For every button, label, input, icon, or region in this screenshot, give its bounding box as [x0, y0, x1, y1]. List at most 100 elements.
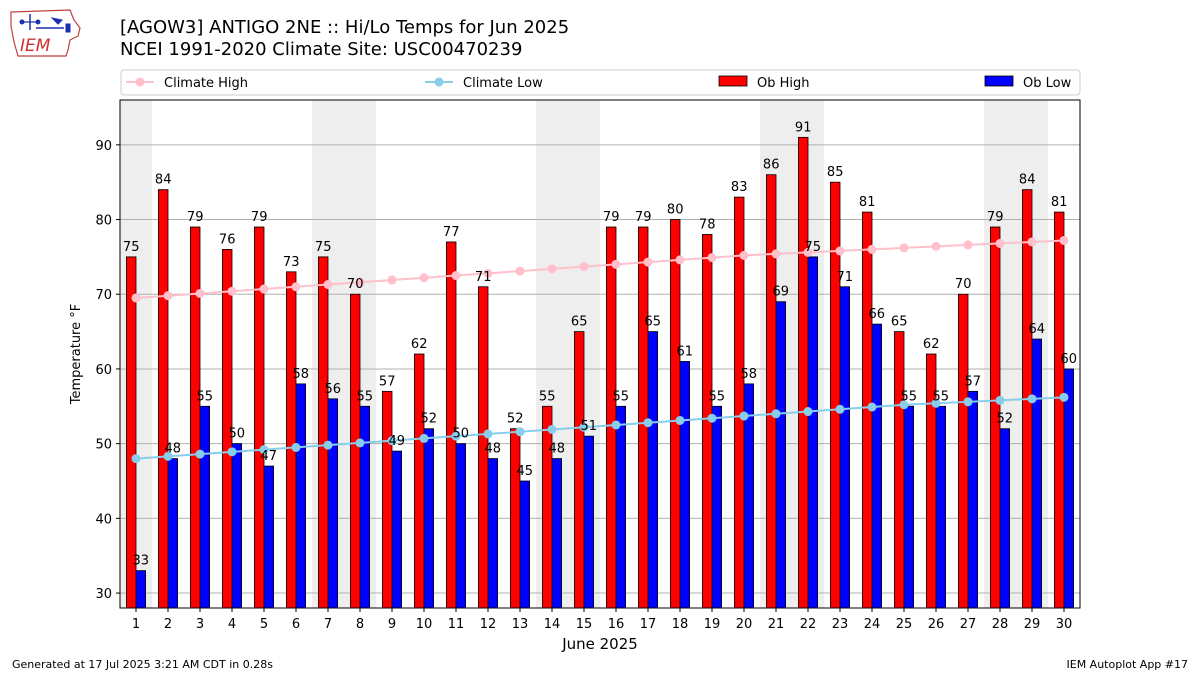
data-label-ob-low: 45 — [517, 464, 534, 479]
bar-ob-low — [359, 405, 371, 609]
point-climate-high — [899, 243, 909, 253]
bar-ob-high — [317, 256, 329, 609]
data-label-ob-high: 79 — [251, 210, 268, 225]
point-climate-low — [451, 431, 461, 441]
point-climate-high — [995, 238, 1005, 248]
point-climate-high — [675, 255, 685, 265]
data-label-ob-low: 48 — [549, 442, 566, 457]
x-tick-label: 7 — [324, 617, 332, 632]
data-label-ob-high: 73 — [283, 255, 300, 270]
point-climate-low — [1027, 394, 1037, 404]
point-climate-high — [259, 284, 269, 294]
data-label-ob-low: 58 — [293, 367, 310, 382]
point-climate-low — [931, 398, 941, 408]
bar-ob-high — [1054, 211, 1065, 609]
y-tick-label: 50 — [95, 438, 112, 453]
data-label-ob-low: 49 — [389, 434, 406, 449]
point-climate-low — [867, 402, 877, 412]
point-climate-low — [611, 420, 621, 430]
data-label-ob-high: 91 — [795, 120, 812, 135]
data-label-ob-low: 48 — [165, 442, 182, 457]
weather-station-icon — [19, 14, 71, 33]
bar-ob-low — [935, 405, 947, 609]
data-label-ob-low: 48 — [485, 442, 502, 457]
y-tick-label: 30 — [95, 587, 112, 602]
data-label-ob-high: 80 — [667, 203, 684, 218]
x-tick-label: 3 — [196, 617, 204, 632]
data-labels: 75 33 84 48 79 55 76 50 79 47 73 58 75 56 70 55 57 49 62 52… — [123, 120, 1077, 568]
point-climate-high — [131, 293, 141, 303]
bar-ob-high — [638, 226, 649, 609]
bar-ob-low — [391, 450, 403, 609]
bar-ob-high — [766, 174, 777, 609]
chart-title-line-2: NCEI 1991-2020 Climate Site: USC00470239 — [120, 39, 523, 60]
generated-timestamp: Generated at 17 Jul 2025 3:21 AM CDT in … — [12, 658, 273, 671]
x-tick-label: 9 — [388, 617, 396, 632]
bar-ob-low — [807, 256, 819, 609]
x-axis-label: June 2025 — [561, 635, 638, 653]
x-tick-label: 27 — [960, 617, 977, 632]
x-tick-label: 5 — [260, 617, 268, 632]
data-label-ob-high: 86 — [763, 158, 780, 173]
x-tick-label: 25 — [896, 617, 913, 632]
point-climate-high — [451, 271, 461, 281]
bar-ob-high — [413, 353, 425, 609]
climate-lines — [131, 235, 1069, 464]
iem-logo: IEM — [10, 9, 81, 57]
data-label-ob-high: 83 — [731, 180, 748, 195]
bar-ob-low — [583, 435, 595, 609]
point-climate-low — [771, 409, 781, 419]
x-tick-label: 17 — [640, 617, 657, 632]
data-label-ob-high: 65 — [571, 315, 588, 330]
x-tick-label: 30 — [1056, 617, 1073, 632]
bar-ob-high — [253, 226, 265, 609]
bar-ob-high — [445, 241, 457, 609]
bar-ob-low — [903, 405, 915, 609]
data-label-ob-high: 52 — [507, 412, 524, 427]
data-label-ob-low: 55 — [357, 389, 374, 404]
data-label-ob-low: 55 — [901, 389, 918, 404]
point-climate-high — [1027, 237, 1037, 247]
x-tick-label: 8 — [356, 617, 364, 632]
bar-ob-low — [519, 480, 531, 609]
point-climate-low — [227, 447, 237, 457]
x-tick-label: 28 — [992, 617, 1009, 632]
point-climate-low — [579, 422, 589, 432]
data-label-ob-high: 79 — [987, 210, 1004, 225]
data-label-ob-low: 55 — [709, 389, 726, 404]
data-label-ob-low: 58 — [741, 367, 758, 382]
data-label-ob-low: 52 — [997, 412, 1014, 427]
x-tick-label: 26 — [928, 617, 945, 632]
bar-ob-low — [199, 405, 211, 609]
data-label-ob-high: 75 — [123, 240, 140, 255]
x-tick-label: 20 — [736, 617, 753, 632]
data-label-ob-low: 64 — [1029, 322, 1046, 337]
bar-ob-low — [455, 443, 467, 609]
point-climate-low — [323, 440, 333, 450]
plot-frame — [119, 99, 1081, 609]
bar-ob-high — [670, 219, 681, 609]
bar-ob-low — [1063, 368, 1075, 609]
bar-ob-low — [679, 361, 691, 609]
line-climate-low — [135, 396, 1065, 460]
logo-text: IEM — [20, 36, 51, 56]
bar-ob-high — [798, 136, 809, 609]
x-tick-label: 19 — [704, 617, 721, 632]
bar-ob-low — [551, 458, 563, 609]
bar-ob-low — [647, 331, 659, 609]
legend-label-climate-low: Climate Low — [463, 76, 543, 91]
point-climate-low — [355, 438, 365, 448]
bar-ob-high — [285, 271, 297, 609]
x-tick-label: 24 — [864, 617, 881, 632]
data-label-ob-high: 81 — [859, 195, 876, 210]
legend-swatch-ob-low — [984, 75, 1014, 87]
data-label-ob-high: 62 — [411, 337, 428, 352]
y-axis-label: Temperature °F — [69, 304, 84, 405]
gridlines — [120, 144, 1080, 594]
point-climate-high — [547, 264, 557, 274]
data-label-ob-low: 75 — [805, 240, 822, 255]
data-label-ob-low: 57 — [965, 374, 982, 389]
data-label-ob-low: 50 — [229, 427, 246, 442]
y-tick-label: 40 — [95, 512, 112, 527]
